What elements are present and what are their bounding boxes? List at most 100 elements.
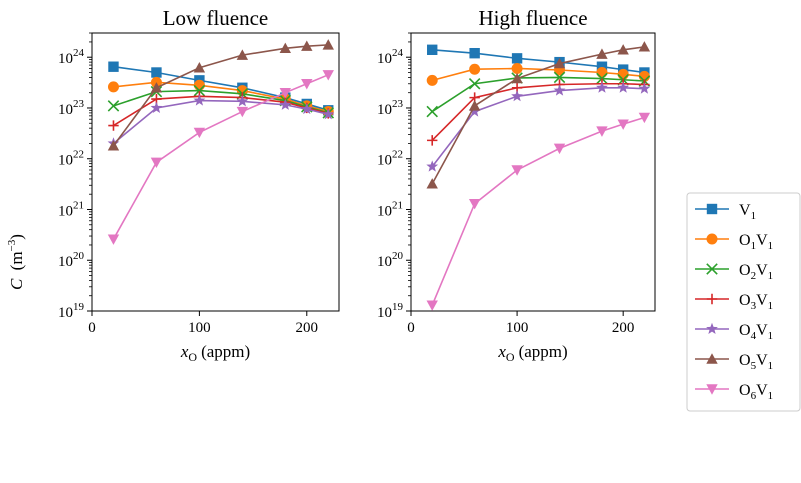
data-point-shape <box>617 68 629 80</box>
data-point-shape <box>469 47 480 59</box>
data-point-shape <box>596 81 608 93</box>
data-point-shape <box>193 62 206 73</box>
data-point <box>193 94 206 106</box>
data-point <box>617 119 629 130</box>
x-tick-label: 200 <box>612 320 635 336</box>
data-point-shape <box>638 82 651 94</box>
data-point <box>596 81 608 93</box>
chart-title: High fluence <box>478 6 587 30</box>
data-point <box>553 57 566 69</box>
data-point <box>193 84 206 97</box>
data-point-shape <box>617 119 629 130</box>
data-point <box>107 234 120 245</box>
data-point-shape <box>617 44 629 55</box>
series-o4v1 <box>426 81 651 172</box>
data-point-shape <box>553 71 566 84</box>
data-point <box>511 165 523 176</box>
data-point-shape <box>322 39 334 50</box>
data-point-shape <box>596 66 608 78</box>
data-point-shape <box>468 199 481 210</box>
data-point-shape <box>426 160 439 172</box>
legend-label: O2V1 <box>739 262 773 282</box>
legend-marker <box>706 322 718 335</box>
data-point <box>279 87 292 99</box>
data-point-shape <box>426 105 438 118</box>
data-point <box>553 71 566 84</box>
y-tick-label: 1023 <box>58 98 85 118</box>
data-point <box>617 68 629 80</box>
data-point-shape <box>511 90 523 102</box>
data-point <box>322 70 334 81</box>
series-o6v1 <box>107 70 334 245</box>
legend-marker-shape <box>706 384 718 395</box>
data-point-shape <box>469 63 481 75</box>
data-point <box>469 63 481 75</box>
data-point <box>596 126 608 137</box>
y-tick-label: 1024 <box>377 47 404 67</box>
legend-marker-shape <box>706 203 718 215</box>
data-point <box>279 98 292 110</box>
legend-entry: O6V1 <box>695 382 773 402</box>
data-point <box>553 143 566 155</box>
data-point-shape <box>468 105 481 117</box>
plot-frame <box>410 32 656 312</box>
data-point <box>151 67 162 78</box>
x-tick-label: 100 <box>506 320 529 336</box>
data-point <box>468 199 481 210</box>
data-point-shape <box>638 112 651 124</box>
series-o3v1 <box>427 78 650 146</box>
series-o6v1 <box>426 112 651 311</box>
legend-entry: O4V1 <box>695 322 773 342</box>
data-point <box>301 40 313 51</box>
data-point <box>150 157 163 169</box>
data-point <box>511 72 523 84</box>
y-tick-label: 1024 <box>58 47 85 67</box>
data-point-shape <box>301 40 313 51</box>
data-point-shape <box>511 62 523 74</box>
data-point <box>638 41 651 52</box>
plot-area <box>107 39 335 245</box>
series-o1v1 <box>426 62 650 86</box>
series-line <box>431 76 645 113</box>
data-point <box>596 48 608 59</box>
legend-marker-shape <box>706 293 718 305</box>
legend-marker <box>706 293 718 305</box>
data-point-shape <box>107 100 120 112</box>
legend-entry: O1V1 <box>695 232 773 252</box>
data-point-shape <box>596 72 608 85</box>
legend-marker-shape <box>706 322 718 335</box>
y-tick-label: 1022 <box>377 149 403 169</box>
data-point <box>596 72 608 85</box>
data-point-shape <box>279 87 292 99</box>
data-point <box>236 49 249 60</box>
data-point-shape <box>511 165 523 176</box>
data-point <box>638 112 651 124</box>
data-point <box>108 61 119 72</box>
data-point <box>300 102 313 115</box>
data-point-shape <box>279 42 292 53</box>
data-point <box>193 127 206 139</box>
data-point <box>553 84 566 96</box>
legend-entry: V1 <box>695 202 756 222</box>
y-axis-label: C (m−3) <box>6 234 26 290</box>
legend-label: O1V1 <box>739 232 773 252</box>
data-point-shape <box>511 72 523 84</box>
data-point <box>468 105 481 117</box>
data-point-shape <box>426 178 438 189</box>
legend-label: V1 <box>739 202 756 222</box>
y-axis-label-unit: (m <box>7 251 26 270</box>
data-point <box>193 62 206 73</box>
legend-marker <box>706 263 718 275</box>
data-point-shape <box>596 48 608 59</box>
x-tick-label: 0 <box>407 320 415 336</box>
x-tick-label: 200 <box>296 320 319 336</box>
y-tick-label: 1020 <box>58 250 85 270</box>
data-point <box>322 108 335 120</box>
data-point <box>468 77 481 90</box>
legend-label: O5V1 <box>739 352 773 372</box>
legend-box <box>686 192 801 412</box>
legend: V1 O1V1 O2V1 O3V1 O4V1 O5V1 O6V1 <box>686 192 801 412</box>
data-point-shape <box>322 108 335 120</box>
legend-marker <box>706 384 718 395</box>
y-tick-label: 1023 <box>377 98 404 118</box>
